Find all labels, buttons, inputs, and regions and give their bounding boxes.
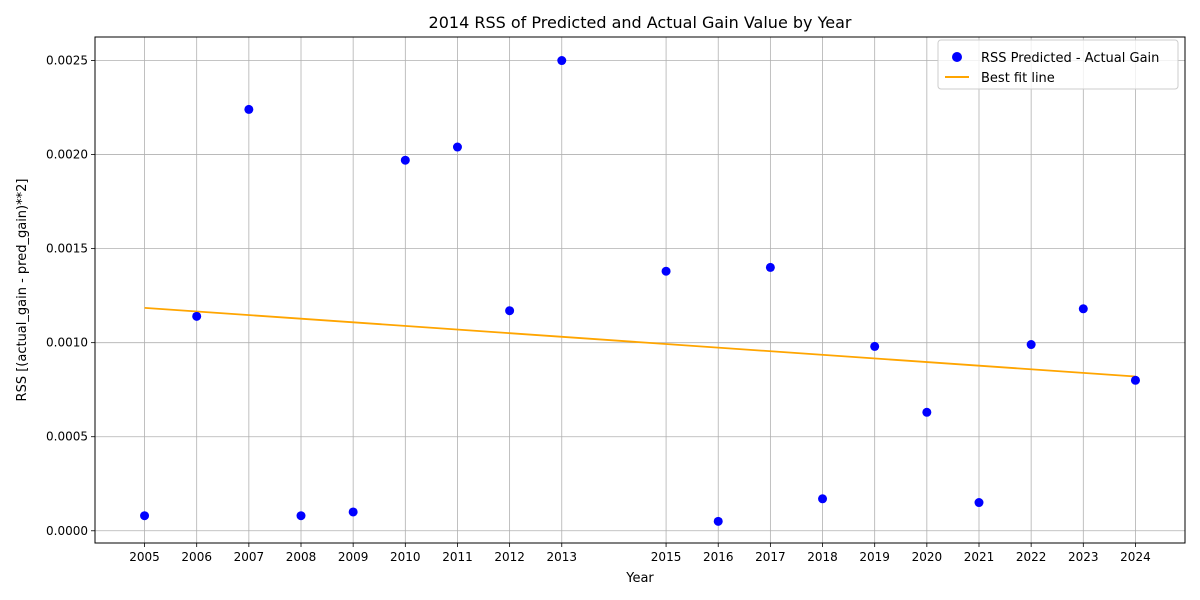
data-point <box>974 498 984 508</box>
plot-frame <box>94 36 1186 544</box>
y-axis-title: RSS [(actual_gain - pred_gain)**2] <box>15 179 30 402</box>
data-point <box>192 311 202 321</box>
legend-marker-scatter <box>952 52 962 62</box>
x-tick-label: 2016 <box>703 550 734 564</box>
legend-label-line: Best fit line <box>981 71 1055 86</box>
data-point <box>244 104 254 114</box>
data-point <box>400 155 410 165</box>
legend-label-scatter: RSS Predicted - Actual Gain <box>981 51 1159 66</box>
x-tick-label: 2023 <box>1068 550 1099 564</box>
x-tick-label: 2008 <box>286 550 317 564</box>
data-point <box>1026 340 1036 350</box>
x-axis-title: Year <box>625 571 654 586</box>
data-point <box>818 494 828 504</box>
y-tick-label: 0.0020 <box>46 148 88 162</box>
x-tick-label: 2012 <box>494 550 525 564</box>
grid <box>95 37 1185 543</box>
y-axis: 0.0000 0.0005 0.0010 0.0015 0.0020 0.0025 <box>46 54 95 538</box>
x-axis: 2005 2006 2007 2008 2009 2010 2011 2012 2013 2015… <box>129 543 1151 564</box>
x-tick-label: 2005 <box>129 550 160 564</box>
x-tick-label: 2015 <box>651 550 682 564</box>
x-tick-label: 2024 <box>1120 550 1151 564</box>
data-point <box>557 56 567 66</box>
y-tick-label: 0.0005 <box>46 430 88 444</box>
data-point <box>452 142 462 152</box>
fit-line-layer <box>144 306 1136 378</box>
legend-box <box>937 39 1179 90</box>
x-tick-label: 2010 <box>390 550 421 564</box>
y-tick-label: 0.0010 <box>46 336 88 350</box>
x-tick-label: 2017 <box>755 550 786 564</box>
data-point <box>505 306 515 316</box>
data-point <box>922 407 932 417</box>
chart-title: 2014 RSS of Predicted and Actual Gain Va… <box>429 13 852 32</box>
x-tick-label: 2011 <box>442 550 473 564</box>
points-layer <box>140 56 1140 526</box>
x-tick-label: 2022 <box>1016 550 1047 564</box>
x-tick-label: 2019 <box>859 550 890 564</box>
x-tick-label: 2006 <box>181 550 212 564</box>
y-tick-label: 0.0000 <box>46 524 88 538</box>
data-point <box>661 266 671 276</box>
x-tick-label: 2018 <box>807 550 838 564</box>
x-tick-label: 2013 <box>546 550 577 564</box>
y-tick-label: 0.0015 <box>46 242 88 256</box>
data-point <box>140 511 150 521</box>
data-point <box>713 516 723 526</box>
best-fit-line <box>144 306 1136 378</box>
x-tick-label: 2007 <box>234 550 265 564</box>
legend: RSS Predicted - Actual Gain Best fit lin… <box>937 39 1179 90</box>
x-tick-label: 2020 <box>912 550 943 564</box>
y-tick-label: 0.0025 <box>46 54 88 68</box>
data-point <box>765 262 775 272</box>
x-tick-label: 2009 <box>338 550 369 564</box>
data-point <box>348 507 358 517</box>
data-point <box>1078 304 1088 314</box>
data-point <box>1130 375 1140 385</box>
data-point <box>296 511 306 521</box>
x-tick-label: 2021 <box>964 550 995 564</box>
data-point <box>870 341 880 351</box>
